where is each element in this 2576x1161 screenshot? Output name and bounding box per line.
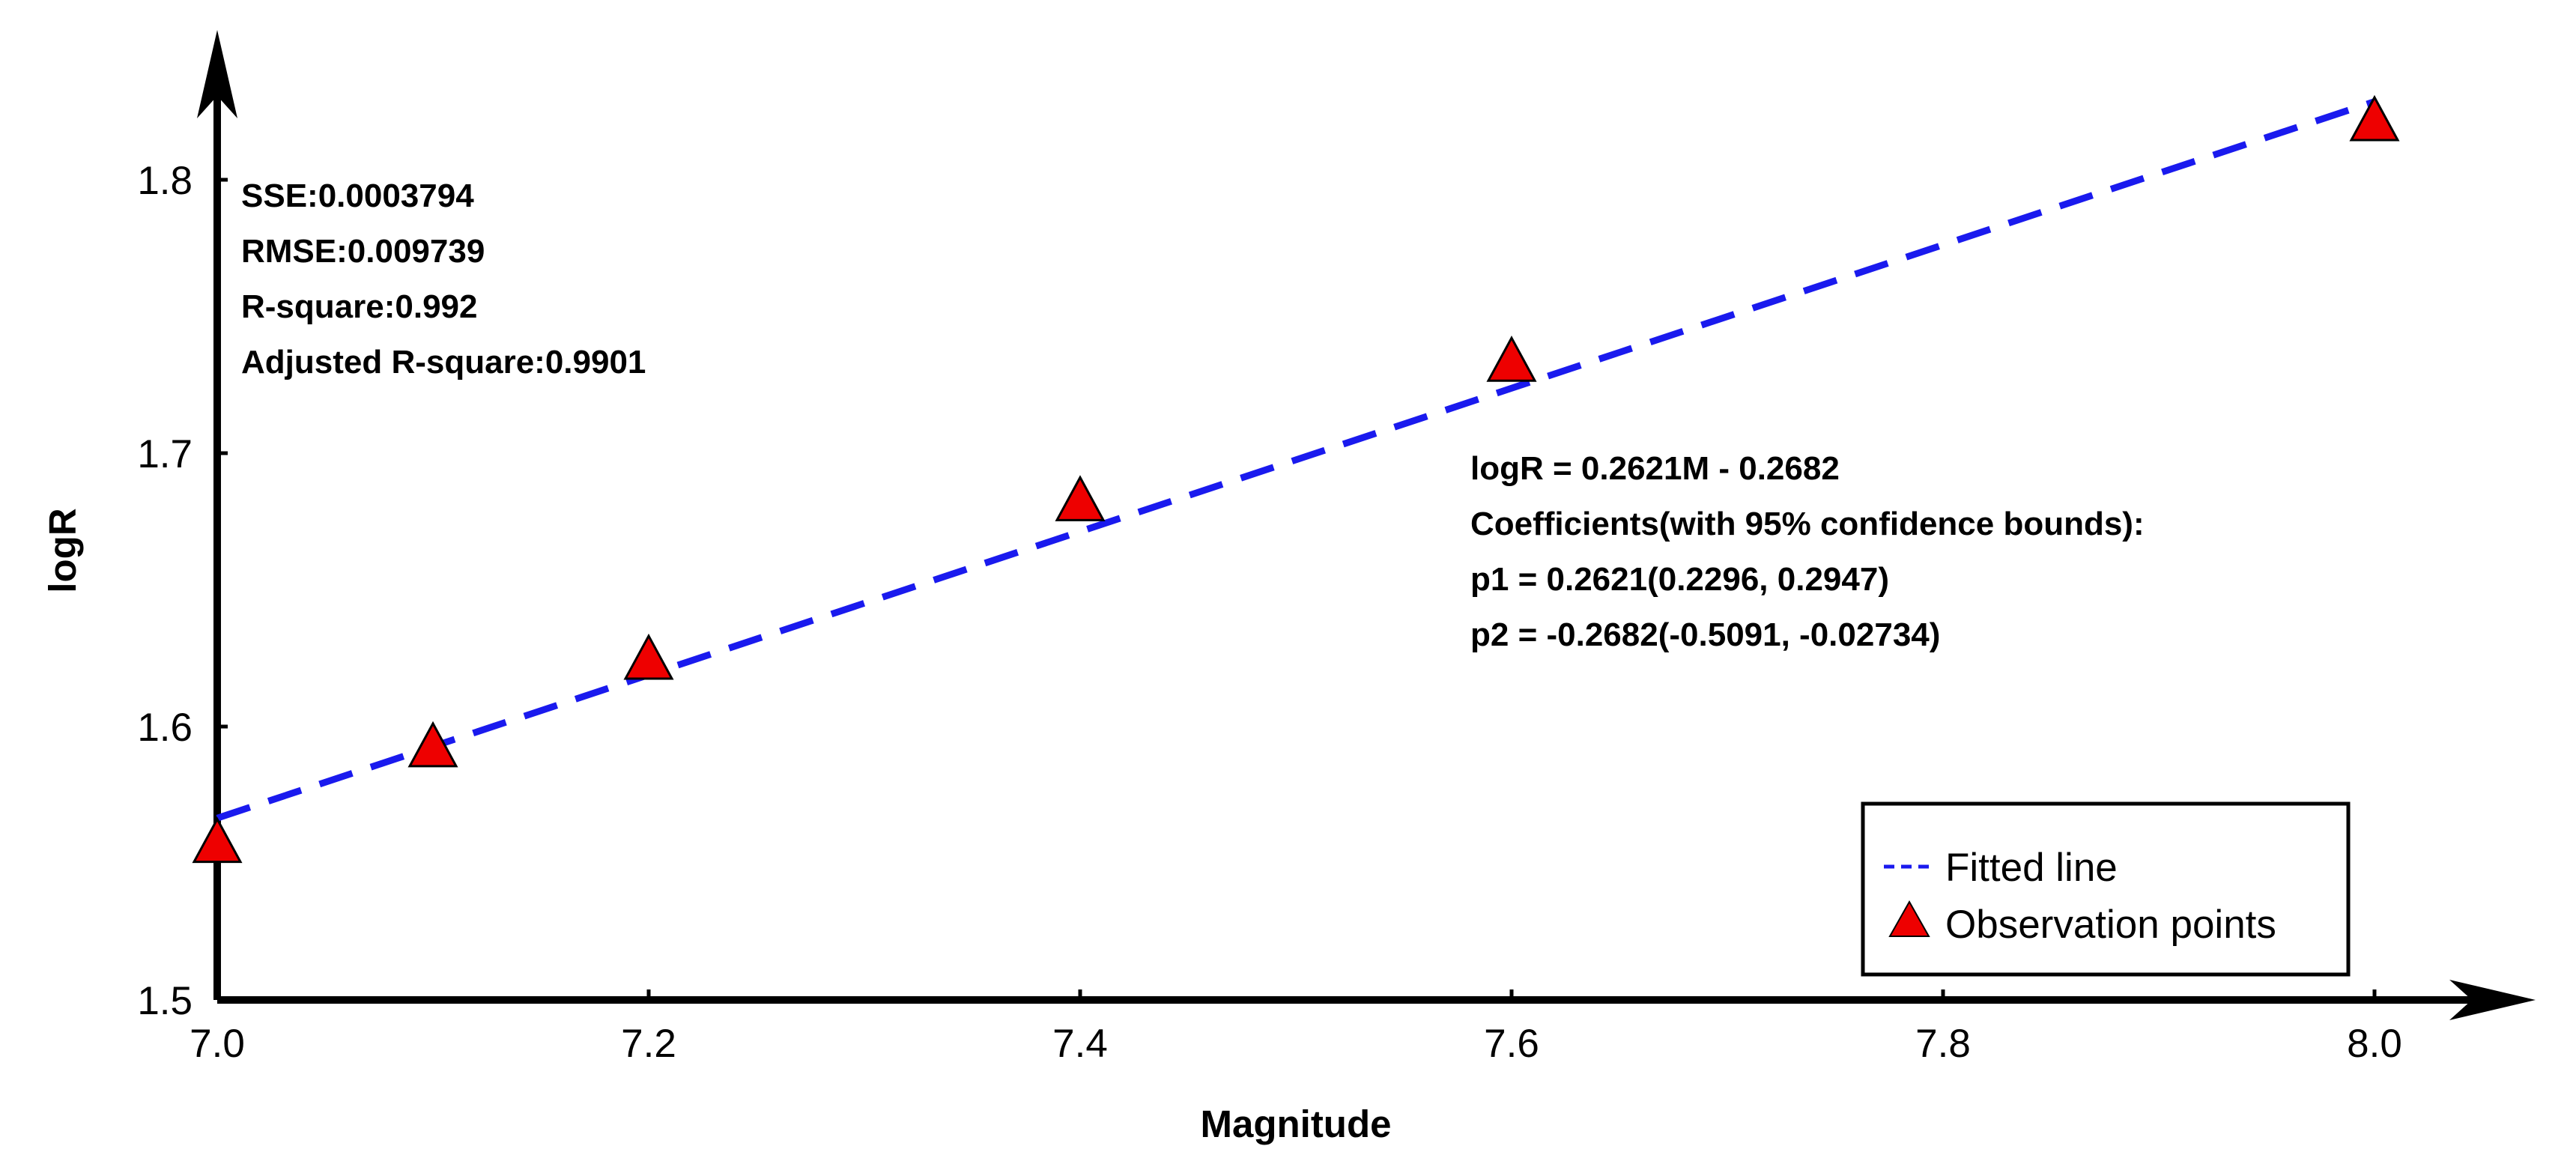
coefficients-heading: Coefficients(with 95% confidence bounds)…	[1470, 506, 2145, 542]
y-axis-title: logR	[41, 508, 84, 592]
legend-observation-points-swatch	[1888, 900, 1930, 937]
stat-r-square: R-square:0.992	[241, 288, 477, 325]
observation-point	[407, 721, 458, 768]
fitted-line-layer	[216, 98, 2376, 822]
stat-sse: SSE:0.0003794	[241, 178, 474, 214]
x-tick-label: 7.0	[190, 1022, 245, 1066]
stat-rmse: RMSE:0.009739	[241, 233, 485, 270]
fit-equation: logR = 0.2621M - 0.2682 Coefficients(wit…	[1470, 450, 2145, 653]
coefficient-p2: p2 = -0.2682(-0.5091, -0.02734)	[1470, 616, 1940, 653]
y-tick-label: 1.7	[137, 432, 193, 476]
fit-stats: SSE:0.0003794 RMSE:0.009739 R-square:0.9…	[241, 178, 646, 381]
observation-point	[1055, 475, 1106, 521]
x-tick-label: 8.0	[2347, 1022, 2402, 1066]
x-tick-label: 7.6	[1484, 1022, 1539, 1066]
stat-adjusted-r-square: Adjusted R-square:0.9901	[241, 344, 646, 381]
fitted-line	[216, 98, 2376, 822]
x-axis-title: Magnitude	[1201, 1103, 1392, 1145]
x-tick-label: 7.8	[1915, 1022, 1971, 1066]
observation-points-layer	[192, 94, 2400, 864]
x-ticks: 7.0 7.2 7.4 7.6 7.8 8.0	[190, 989, 2402, 1066]
legend-fitted-line-label: Fitted line	[1945, 846, 2118, 890]
observation-point	[2349, 94, 2400, 142]
observation-point	[623, 633, 674, 680]
x-tick-label: 7.2	[621, 1022, 676, 1066]
legend-box	[1861, 801, 2351, 977]
y-tick-label: 1.8	[137, 159, 193, 203]
coefficient-p1: p1 = 0.2621(0.2296, 0.2947)	[1470, 561, 1889, 598]
y-axis-arrow	[197, 30, 237, 118]
y-tick-label: 1.5	[137, 979, 193, 1023]
observation-point	[192, 816, 243, 864]
x-tick-label: 7.4	[1052, 1022, 1108, 1066]
legend-observation-points-label: Observation points	[1945, 903, 2276, 947]
y-ticks: 1.5 1.6 1.7 1.8	[137, 159, 228, 1023]
observation-point	[1486, 336, 1537, 382]
x-axis-arrow	[2449, 980, 2536, 1020]
y-tick-label: 1.6	[137, 706, 193, 750]
legend: Fitted line Observation points	[1861, 801, 2351, 977]
equation-line: logR = 0.2621M - 0.2682	[1470, 450, 1840, 487]
